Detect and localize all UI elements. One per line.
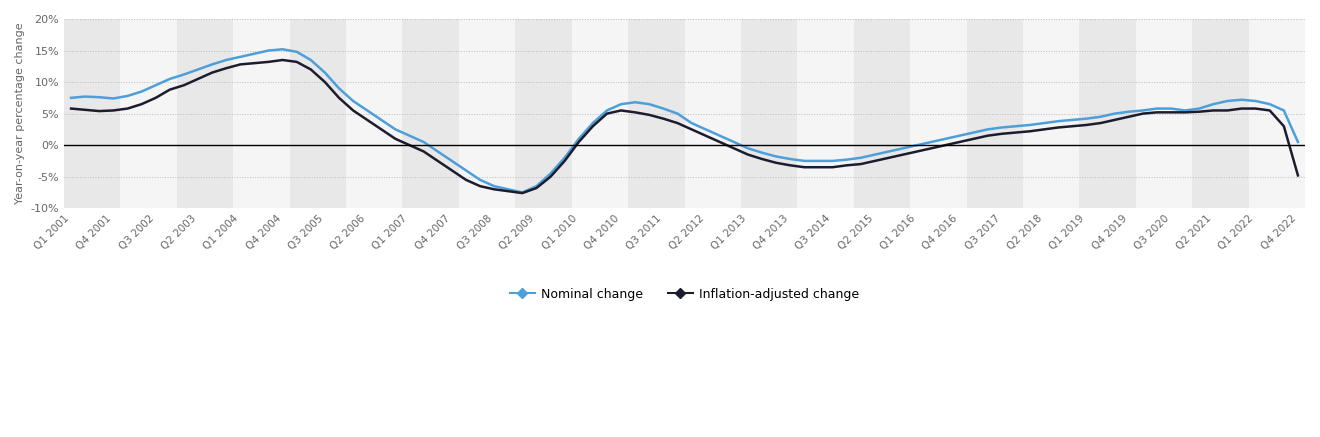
Line: Inflation-adjusted change: Inflation-adjusted change	[71, 60, 1298, 193]
Inflation-adjusted change	[698, 133, 714, 138]
Bar	[346, 19, 403, 208]
Nominal change	[515, 190, 531, 195]
Bar	[628, 19, 685, 208]
Nominal change	[1051, 118, 1067, 124]
Bar	[65, 19, 120, 208]
Bar	[685, 19, 741, 208]
Bar	[1023, 19, 1080, 208]
Inflation-adjusted change	[1051, 125, 1067, 130]
Inflation-adjusted change	[1290, 173, 1305, 178]
Inflation-adjusted change	[63, 106, 79, 111]
Bar	[1080, 19, 1135, 208]
Bar	[459, 19, 515, 208]
Nominal change	[416, 139, 432, 145]
Bar	[1192, 19, 1249, 208]
Bar	[1135, 19, 1192, 208]
Nominal change	[430, 149, 446, 154]
Bar	[289, 19, 346, 208]
Inflation-adjusted change	[515, 191, 531, 196]
Nominal change	[810, 158, 826, 163]
Bar	[120, 19, 177, 208]
Bar	[234, 19, 289, 208]
Bar	[741, 19, 797, 208]
Bar	[854, 19, 911, 208]
Nominal change	[1290, 139, 1305, 145]
Inflation-adjusted change	[430, 158, 446, 163]
Bar	[966, 19, 1023, 208]
Nominal change	[91, 94, 107, 100]
Line: Nominal change: Nominal change	[71, 49, 1298, 192]
Bar	[572, 19, 628, 208]
Inflation-adjusted change	[275, 57, 290, 62]
Legend: Nominal change, Inflation-adjusted change: Nominal change, Inflation-adjusted chang…	[504, 283, 865, 306]
Nominal change	[275, 47, 290, 52]
Y-axis label: Year-on-year percentage change: Year-on-year percentage change	[15, 23, 25, 205]
Nominal change	[698, 127, 714, 132]
Bar	[403, 19, 459, 208]
Bar	[1249, 19, 1305, 208]
Bar	[797, 19, 854, 208]
Bar	[515, 19, 572, 208]
Inflation-adjusted change	[416, 149, 432, 154]
Inflation-adjusted change	[91, 108, 107, 114]
Bar	[177, 19, 234, 208]
Nominal change	[63, 95, 79, 101]
Inflation-adjusted change	[810, 165, 826, 170]
Bar	[911, 19, 966, 208]
